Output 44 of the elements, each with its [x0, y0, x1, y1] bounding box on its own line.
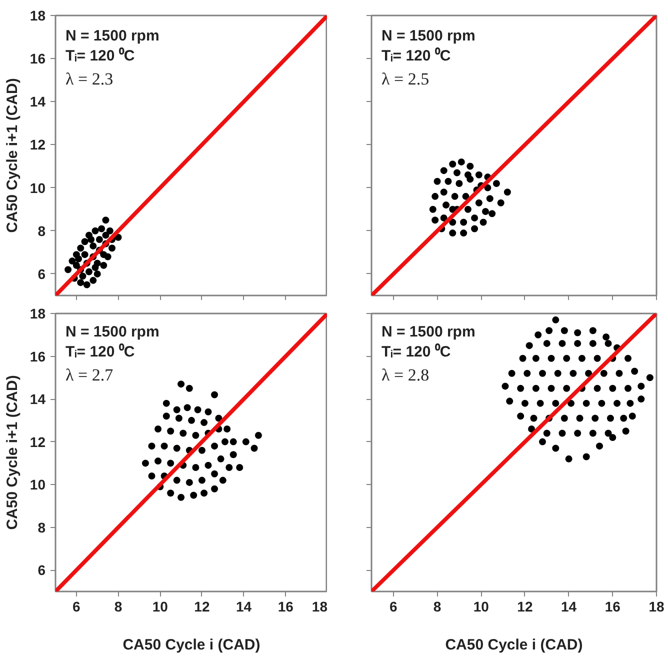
x-tick-label: 12: [194, 598, 210, 614]
y-tick-label: 18: [30, 306, 46, 322]
y-tick-label: 16: [30, 50, 46, 67]
y-axis-title: CA50 Cycle i+1 (CAD): [4, 78, 21, 233]
x-axis-title: CA50 Cycle i (CAD): [445, 636, 583, 654]
y-tick-label: 10: [30, 180, 46, 196]
annotation: Tᵢ= 120 ⁰C: [382, 342, 451, 360]
x-tick-label: 8: [114, 598, 122, 614]
annotation: Tᵢ= 120 ⁰C: [66, 342, 135, 360]
y-tick-label: 12: [30, 434, 46, 450]
annotation: λ = 2.5: [382, 70, 430, 88]
x-tick-label: 10: [152, 598, 168, 614]
y-tick-label: 6: [38, 562, 46, 578]
x-axis-title: CA50 Cycle i (CAD): [122, 636, 260, 654]
y-tick-label: 16: [30, 348, 46, 364]
x-tick-label: 10: [473, 598, 490, 614]
y-tick-label: 14: [30, 391, 46, 408]
y-tick-label: 18: [30, 8, 46, 24]
y-tick-label: 6: [38, 266, 46, 282]
annotation: Tᵢ= 120 ⁰C: [66, 46, 135, 64]
annotation: N = 1500 rpm: [66, 28, 160, 44]
x-tick-label: 6: [72, 598, 81, 614]
x-tick-label: 8: [433, 598, 442, 614]
annotation: Tᵢ= 120 ⁰C: [382, 46, 451, 64]
y-tick-label: 14: [30, 94, 46, 110]
x-tick-label: 18: [648, 598, 664, 614]
x-tick-label: 6: [390, 598, 398, 614]
y-tick-label: 8: [38, 519, 46, 536]
y-tick-label: 10: [30, 476, 46, 493]
annotation: λ = 2.8: [382, 366, 430, 384]
annotation: N = 1500 rpm: [382, 28, 476, 44]
y-tick-label: 8: [38, 222, 46, 239]
annotation: λ = 2.7: [66, 366, 114, 384]
x-tick-label: 14: [561, 598, 577, 614]
x-tick-label: 14: [236, 598, 252, 614]
x-tick-label: 16: [278, 598, 294, 614]
x-tick-label: 16: [604, 598, 621, 614]
y-tick-label: 12: [30, 136, 46, 153]
x-tick-label: 12: [517, 598, 533, 614]
annotation: N = 1500 rpm: [382, 324, 476, 340]
x-tick-label: 18: [312, 598, 328, 614]
annotation: λ = 2.3: [66, 70, 114, 88]
annotation: N = 1500 rpm: [66, 324, 160, 340]
y-axis-title: CA50 Cycle i+1 (CAD): [4, 375, 21, 530]
